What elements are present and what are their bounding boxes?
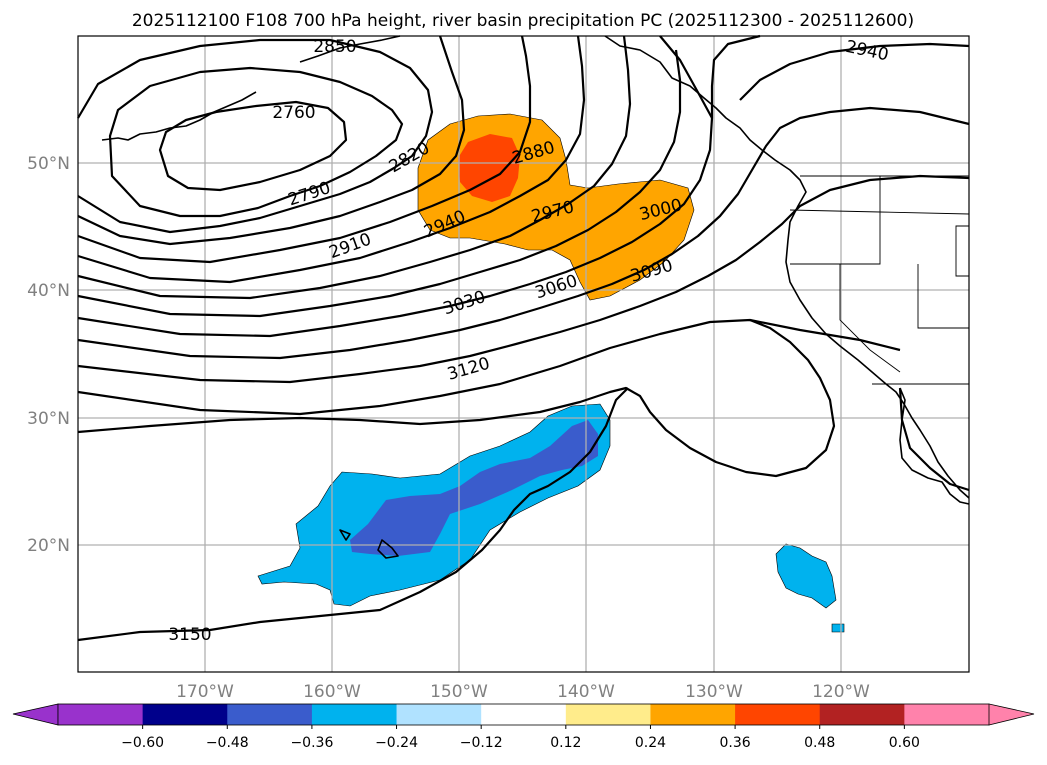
colorbar-tick-label: 0.60	[889, 735, 920, 751]
height-contours	[77, 34, 970, 642]
colorbar-segment	[396, 704, 482, 725]
colorbar-tick-label: −0.36	[290, 735, 333, 751]
colorbar-segment	[142, 704, 228, 725]
small-anomaly-area	[775, 543, 837, 609]
lon-label: 130°W	[685, 682, 743, 702]
positive-anomaly-region	[417, 113, 695, 301]
map-frame	[77, 35, 970, 673]
contour-label: 2760	[272, 103, 315, 123]
lat-label: 20°N	[27, 536, 70, 556]
red-anomaly-area	[458, 134, 520, 202]
colorbar-segment	[311, 704, 398, 725]
colorbar-tick-label: 0.12	[550, 735, 581, 751]
lat-label: 30°N	[27, 409, 70, 429]
tiny-anomaly-area	[831, 623, 845, 633]
lon-label: 170°W	[176, 682, 234, 702]
colorbar-ticks: −0.60 −0.48 −0.36 −0.24 −0.12 0.12 0.24 0.36 0.4…	[121, 725, 920, 751]
colorbar-segment	[565, 704, 651, 725]
colorbar-tick-label: −0.12	[460, 735, 503, 751]
map-panel: 2850 2940 2760 2820 2880 2790 2970 3000 …	[77, 34, 970, 673]
colorbar-tick-label: −0.24	[375, 735, 418, 751]
longitude-labels: 170°W 160°W 150°W 140°W 130°W 120°W	[176, 682, 870, 702]
colorbar-tick-label: 0.36	[720, 735, 751, 751]
latitude-labels: 50°N 40°N 30°N 20°N	[27, 154, 70, 556]
figure-title: 2025112100 F108 700 hPa height, river ba…	[132, 11, 914, 31]
colorbar-tick-label: 0.48	[804, 735, 835, 751]
contour-label: 2850	[313, 37, 356, 57]
colorbar-extend-low	[12, 703, 59, 726]
lon-label: 140°W	[557, 682, 615, 702]
political-borders	[789, 175, 970, 385]
coastlines	[101, 35, 970, 559]
colorbar-segments	[58, 704, 990, 725]
colorbar-segment	[650, 704, 736, 725]
lat-label: 40°N	[27, 281, 70, 301]
colorbar-segment	[904, 704, 990, 725]
colorbar-segment	[481, 704, 567, 725]
colorbar-tick-label: 0.24	[635, 735, 666, 751]
colorbar: −0.60 −0.48 −0.36 −0.24 −0.12 0.12 0.24 0.36 0.4…	[12, 703, 1035, 751]
lat-label: 50°N	[27, 154, 70, 174]
colorbar-tick-label: −0.60	[121, 735, 164, 751]
contour-label: 3150	[168, 625, 211, 645]
colorbar-segment	[735, 704, 821, 725]
dark-blue-anomaly-area	[350, 420, 598, 556]
graticule	[78, 36, 969, 672]
colorbar-tick-label: −0.48	[206, 735, 249, 751]
colorbar-segment	[58, 704, 144, 725]
lon-label: 150°W	[430, 682, 488, 702]
lon-label: 120°W	[812, 682, 870, 702]
colorbar-outline	[57, 703, 990, 726]
colorbar-segment	[227, 704, 313, 725]
lon-label: 160°W	[303, 682, 361, 702]
colorbar-segment	[819, 704, 905, 725]
colorbar-extend-high	[988, 703, 1035, 726]
